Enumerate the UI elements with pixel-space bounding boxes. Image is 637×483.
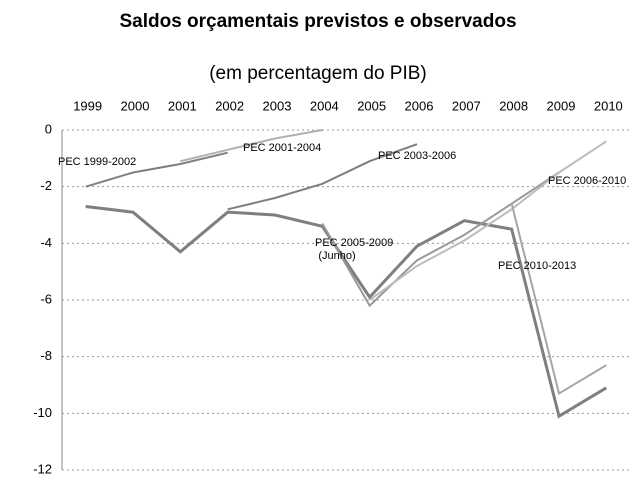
x-tick-label: 2001 xyxy=(168,98,197,113)
series-line xyxy=(85,205,608,419)
x-tick-label: 2000 xyxy=(121,98,150,113)
series-label: PEC 2010-2013 xyxy=(498,260,576,272)
series-label: PEC 2005-2009 xyxy=(315,237,393,249)
series-label: PEC 1999-2002 xyxy=(58,156,136,168)
series-line xyxy=(321,171,560,308)
series-line xyxy=(180,129,323,163)
series-line xyxy=(510,203,607,396)
x-tick-label: 2005 xyxy=(357,98,386,113)
annotation: (Junho) xyxy=(318,250,355,262)
y-tick-label: -8 xyxy=(40,348,52,363)
y-tick-label: -10 xyxy=(33,405,52,420)
x-tick-label: 2009 xyxy=(547,98,576,113)
y-tick-label: -6 xyxy=(40,291,52,306)
series-line xyxy=(227,143,418,211)
chart-title: Saldos orçamentais previstos e observado… xyxy=(119,11,516,32)
y-tick-label: -2 xyxy=(40,178,52,193)
series-line xyxy=(85,151,228,188)
series-label: PEC 2001-2004 xyxy=(243,142,321,154)
series-line xyxy=(369,140,607,301)
series-label: PEC 2006-2010 xyxy=(548,175,626,187)
x-tick-label: 2004 xyxy=(310,98,339,113)
series-label: PEC 2003-2006 xyxy=(378,150,456,162)
x-tick-label: 1999 xyxy=(73,98,102,113)
x-tick-label: 2010 xyxy=(594,98,623,113)
y-tick-label: 0 xyxy=(45,121,52,136)
y-tick-label: -12 xyxy=(33,461,52,476)
x-tick-label: 2002 xyxy=(215,98,244,113)
x-tick-label: 2003 xyxy=(263,98,292,113)
y-tick-label: -4 xyxy=(40,235,52,250)
x-tick-label: 2007 xyxy=(452,98,481,113)
chart-subtitle: (em percentagem do PIB) xyxy=(209,63,427,84)
x-tick-label: 2008 xyxy=(499,98,528,113)
x-tick-label: 2006 xyxy=(405,98,434,113)
